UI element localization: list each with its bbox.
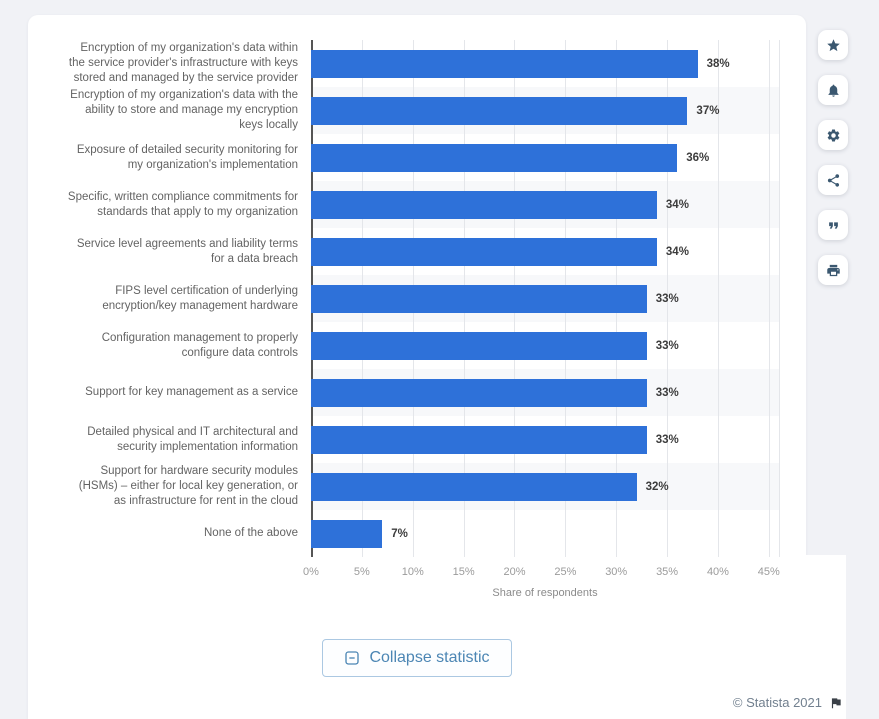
printer-icon: [826, 263, 841, 278]
flag-icon[interactable]: [829, 696, 843, 710]
category-label: Exposure of detailed security monitoring…: [76, 143, 298, 171]
plot-row-segment: 7%: [311, 510, 779, 557]
category-label: None of the above: [204, 527, 298, 539]
chart-row: Service level agreements and liability t…: [28, 228, 806, 275]
plot-row-segment: 33%: [311, 275, 779, 322]
cite-button[interactable]: [818, 210, 848, 240]
favorite-button[interactable]: [818, 30, 848, 60]
plot-row-segment: 37%: [311, 87, 779, 134]
category-label: Support for key management as a service: [85, 386, 298, 398]
plot-area: Encryption of my organization's data wit…: [28, 40, 806, 557]
bar: [311, 237, 657, 266]
bar-value-label: 38%: [706, 57, 730, 70]
bar-value-label: 33%: [655, 339, 679, 352]
category-label: FIPS level certification of underlying e…: [102, 284, 298, 312]
plot-row-segment: 33%: [311, 369, 779, 416]
gear-icon: [826, 128, 841, 143]
category-label: Encryption of my organization's data wit…: [68, 42, 298, 84]
copyright: © Statista 2021: [733, 695, 843, 710]
bar: [311, 519, 383, 548]
x-axis-label: Share of respondents: [492, 587, 598, 599]
x-axis-ticks: 0% 5% 10% 15% 20% 25% 30% 35% 40% 45%: [303, 566, 780, 580]
print-button[interactable]: [818, 255, 848, 285]
bar: [311, 378, 647, 407]
bar: [311, 96, 688, 125]
share-button[interactable]: [818, 165, 848, 195]
category-label: Support for hardware security modules (H…: [78, 465, 298, 507]
x-tick-label: 45%: [757, 566, 780, 578]
collapse-icon: [344, 650, 360, 666]
bar-value-label: 33%: [655, 433, 679, 446]
share-icon: [826, 173, 841, 188]
bar: [311, 143, 678, 172]
plot-row-segment: 34%: [311, 228, 779, 275]
x-tick-label: 20%: [503, 566, 526, 578]
category-label: Encryption of my organization's data wit…: [70, 89, 298, 131]
bar-value-label: 34%: [665, 245, 689, 258]
x-tick-label: 0%: [303, 566, 319, 578]
category-label: Configuration management to properly con…: [101, 331, 298, 359]
chart-row: Specific, written compliance commitments…: [28, 181, 806, 228]
settings-button[interactable]: [818, 120, 848, 150]
plot-row-segment: 38%: [311, 40, 779, 87]
chart-row: Encryption of my organization's data wit…: [28, 87, 806, 134]
bar: [311, 472, 637, 501]
category-label: Service level agreements and liability t…: [76, 237, 298, 265]
chart-row: Encryption of my organization's data wit…: [28, 40, 806, 87]
bar-value-label: 36%: [686, 151, 710, 164]
x-tick-label: 5%: [353, 566, 370, 578]
bar: [311, 190, 657, 219]
chart-row: Support for hardware security modules (H…: [28, 463, 806, 510]
x-tick-label: 35%: [656, 566, 679, 578]
bar: [311, 425, 647, 454]
bar-value-label: 33%: [655, 386, 679, 399]
bell-icon: [826, 83, 841, 98]
x-tick-label: 25%: [554, 566, 577, 578]
bar-value-label: 37%: [696, 104, 720, 117]
bar-value-label: 32%: [645, 480, 669, 493]
statistic-card: Encryption of my organization's data wit…: [28, 15, 806, 719]
category-label: Specific, written compliance commitments…: [67, 190, 298, 218]
plot-row-segment: 33%: [311, 416, 779, 463]
star-icon: [826, 38, 841, 53]
notifications-button[interactable]: [818, 75, 848, 105]
plot-row-segment: 32%: [311, 463, 779, 510]
bar-value-label: 33%: [655, 292, 679, 305]
plot-row-segment: 33%: [311, 322, 779, 369]
category-label: Detailed physical and IT architectural a…: [87, 425, 298, 453]
x-tick-label: 10%: [401, 566, 424, 578]
chart-row: FIPS level certification of underlying e…: [28, 275, 806, 322]
x-tick-label: 15%: [452, 566, 475, 578]
bar-value-label: 7%: [391, 527, 408, 540]
plot-row-segment: 34%: [311, 181, 779, 228]
x-tick-label: 40%: [706, 566, 729, 578]
chart-row: Detailed physical and IT architectural a…: [28, 416, 806, 463]
bar: [311, 49, 698, 78]
copyright-text[interactable]: © Statista 2021: [732, 695, 822, 710]
chart-row: None of the above 7%: [28, 510, 806, 557]
collapse-statistic-button[interactable]: Collapse statistic: [322, 639, 512, 677]
chart-row: Support for key management as a service 3…: [28, 369, 806, 416]
card-extension: [806, 555, 846, 719]
bar-chart: Encryption of my organization's data wit…: [28, 40, 806, 599]
bar-value-label: 34%: [665, 198, 689, 211]
x-tick-label: 30%: [605, 566, 628, 578]
plot-row-segment: 36%: [311, 134, 779, 181]
chart-row: Configuration management to properly con…: [28, 322, 806, 369]
bar: [311, 284, 647, 313]
chart-row: Exposure of detailed security monitoring…: [28, 134, 806, 181]
collapse-button-label: Collapse statistic: [369, 649, 490, 666]
bar: [311, 331, 647, 360]
quote-icon: [826, 218, 841, 233]
x-axis: 0% 5% 10% 15% 20% 25% 30% 35% 40% 45%: [28, 566, 806, 580]
